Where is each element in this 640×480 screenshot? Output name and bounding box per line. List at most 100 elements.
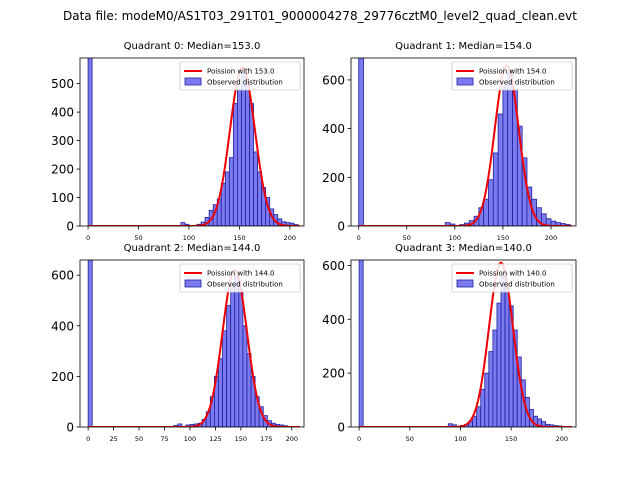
histogram-bar-17 xyxy=(253,151,258,226)
histogram-bar-9 xyxy=(488,179,494,226)
histogram-bar-8 xyxy=(480,388,486,427)
x-tick-label: 200 xyxy=(545,234,557,242)
x-tick-label: 100 xyxy=(449,234,461,242)
x-tick-label: 100 xyxy=(454,435,466,443)
legend-label-observed: Observed distribution xyxy=(479,281,555,289)
axes-frame xyxy=(350,259,577,428)
histogram-bar-14 xyxy=(504,283,510,427)
histogram-bar-14 xyxy=(230,284,236,427)
y-tick-label: 100 xyxy=(51,191,74,205)
x-tick-label: 100 xyxy=(184,435,196,443)
legend-label-observed: Observed distribution xyxy=(479,79,555,87)
legend: Poission with 144.0 Observed distribution xyxy=(179,263,301,293)
subplot-grid: Quadrant 0: Median=153.0 0 50 100 150 200 0 100… xyxy=(51,41,577,443)
y-tick-label: 500 xyxy=(51,77,74,91)
histogram-bar-0 xyxy=(87,58,93,226)
x-tick-label: 0 xyxy=(86,234,90,242)
histogram-bar-10 xyxy=(492,152,499,226)
x-tick-label: 50 xyxy=(134,234,142,242)
y-tick-label: 0 xyxy=(337,220,345,234)
x-tick-label: 75 xyxy=(160,435,168,443)
legend-label-poisson: Poission with 140.0 xyxy=(479,270,547,278)
histogram-bar-11 xyxy=(492,329,498,427)
legend-box xyxy=(451,61,573,91)
axes-frame xyxy=(350,57,577,227)
y-tick-label: 200 xyxy=(51,370,74,384)
histogram-bar-12 xyxy=(502,86,509,226)
legend-box xyxy=(179,263,301,293)
x-tick-label: 0 xyxy=(357,435,361,443)
subplot-title: Quadrant 1: Median=154.0 xyxy=(395,41,532,52)
histogram-bar-15 xyxy=(234,274,240,427)
y-tick-label: 0 xyxy=(66,220,74,234)
histogram-bar-0 xyxy=(87,260,93,427)
legend-label-poisson: Poission with 154.0 xyxy=(479,68,547,76)
histogram-bar-0 xyxy=(358,260,364,427)
x-tick-label: 100 xyxy=(183,234,195,242)
x-tick-label: 0 xyxy=(86,435,90,443)
x-tick-label: 150 xyxy=(235,435,247,443)
x-tick-label: 125 xyxy=(209,435,221,443)
histogram-bar-12 xyxy=(222,330,228,427)
histogram-bar-11 xyxy=(228,157,234,226)
histogram-bar-14 xyxy=(241,71,246,226)
y-tick-label: 400 xyxy=(322,122,345,136)
x-tick-label: 150 xyxy=(497,234,509,242)
subplot-quadrant-1: Quadrant 1: Median=154.0 0 50 100 150 200 0 200… xyxy=(322,41,577,242)
x-tick-label: 0 xyxy=(357,234,361,242)
subplot-quadrant-0: Quadrant 0: Median=153.0 0 50 100 150 200 0 100… xyxy=(51,41,305,242)
legend-label-poisson: Poission with 153.0 xyxy=(207,68,275,76)
histogram-bar-10 xyxy=(224,171,230,226)
histogram-bar-13 xyxy=(237,88,242,226)
histogram-bar-12 xyxy=(496,302,502,427)
x-tick-label: 150 xyxy=(505,435,517,443)
subplot-title: Quadrant 2: Median=144.0 xyxy=(124,243,261,254)
legend-bar-swatch xyxy=(184,279,202,288)
legend: Poission with 153.0 Observed distribution xyxy=(179,61,301,91)
legend-label-poisson: Poission with 144.0 xyxy=(207,270,275,278)
subplot-title: Quadrant 3: Median=140.0 xyxy=(395,243,532,254)
x-tick-label: 175 xyxy=(260,435,272,443)
legend-bar-swatch xyxy=(184,77,202,86)
histogram-bar-7 xyxy=(476,406,482,427)
histogram-bar-10 xyxy=(488,351,494,427)
axes-frame xyxy=(79,259,305,428)
legend-bar-swatch xyxy=(456,279,474,288)
y-tick-label: 200 xyxy=(51,163,74,177)
y-tick-label: 600 xyxy=(322,73,345,87)
subplot-quadrant-2: Quadrant 2: Median=144.0 0 25 50 75 100 125 150… xyxy=(51,243,305,443)
legend-label-observed: Observed distribution xyxy=(207,281,283,289)
histogram-bar-0 xyxy=(358,58,364,226)
histogram-bar-8 xyxy=(483,198,489,226)
legend: Poission with 154.0 Observed distribution xyxy=(451,61,573,91)
histogram-bar-13 xyxy=(507,69,513,226)
histogram-bar-12 xyxy=(232,103,238,226)
y-tick-label: 0 xyxy=(337,421,345,435)
y-tick-label: 400 xyxy=(51,106,74,120)
histogram-bar-11 xyxy=(218,358,223,427)
histogram-bar-13 xyxy=(226,305,232,427)
x-tick-label: 50 xyxy=(135,435,143,443)
x-tick-label: 200 xyxy=(284,234,296,242)
histogram-bar-11 xyxy=(497,113,504,226)
subplot-title: Quadrant 0: Median=153.0 xyxy=(124,41,261,52)
x-tick-label: 200 xyxy=(556,435,568,443)
x-tick-label: 200 xyxy=(286,435,298,443)
legend: Poission with 140.0 Observed distribution xyxy=(451,263,573,293)
y-tick-label: 200 xyxy=(322,367,345,381)
x-tick-label: 150 xyxy=(233,234,245,242)
x-tick-label: 50 xyxy=(403,234,411,242)
y-tick-label: 400 xyxy=(322,313,345,327)
legend-box xyxy=(451,263,573,293)
histogram-bar-9 xyxy=(484,372,490,427)
y-tick-label: 200 xyxy=(322,171,345,185)
histogram-bar-16 xyxy=(238,289,244,427)
histogram-bar-13 xyxy=(500,275,506,427)
axes-frame xyxy=(79,57,305,227)
histogram-bar-18 xyxy=(257,171,263,226)
legend-box xyxy=(179,61,301,91)
y-tick-label: 600 xyxy=(51,269,74,283)
x-tick-label: 25 xyxy=(109,435,117,443)
histogram-bar-15 xyxy=(245,83,250,226)
